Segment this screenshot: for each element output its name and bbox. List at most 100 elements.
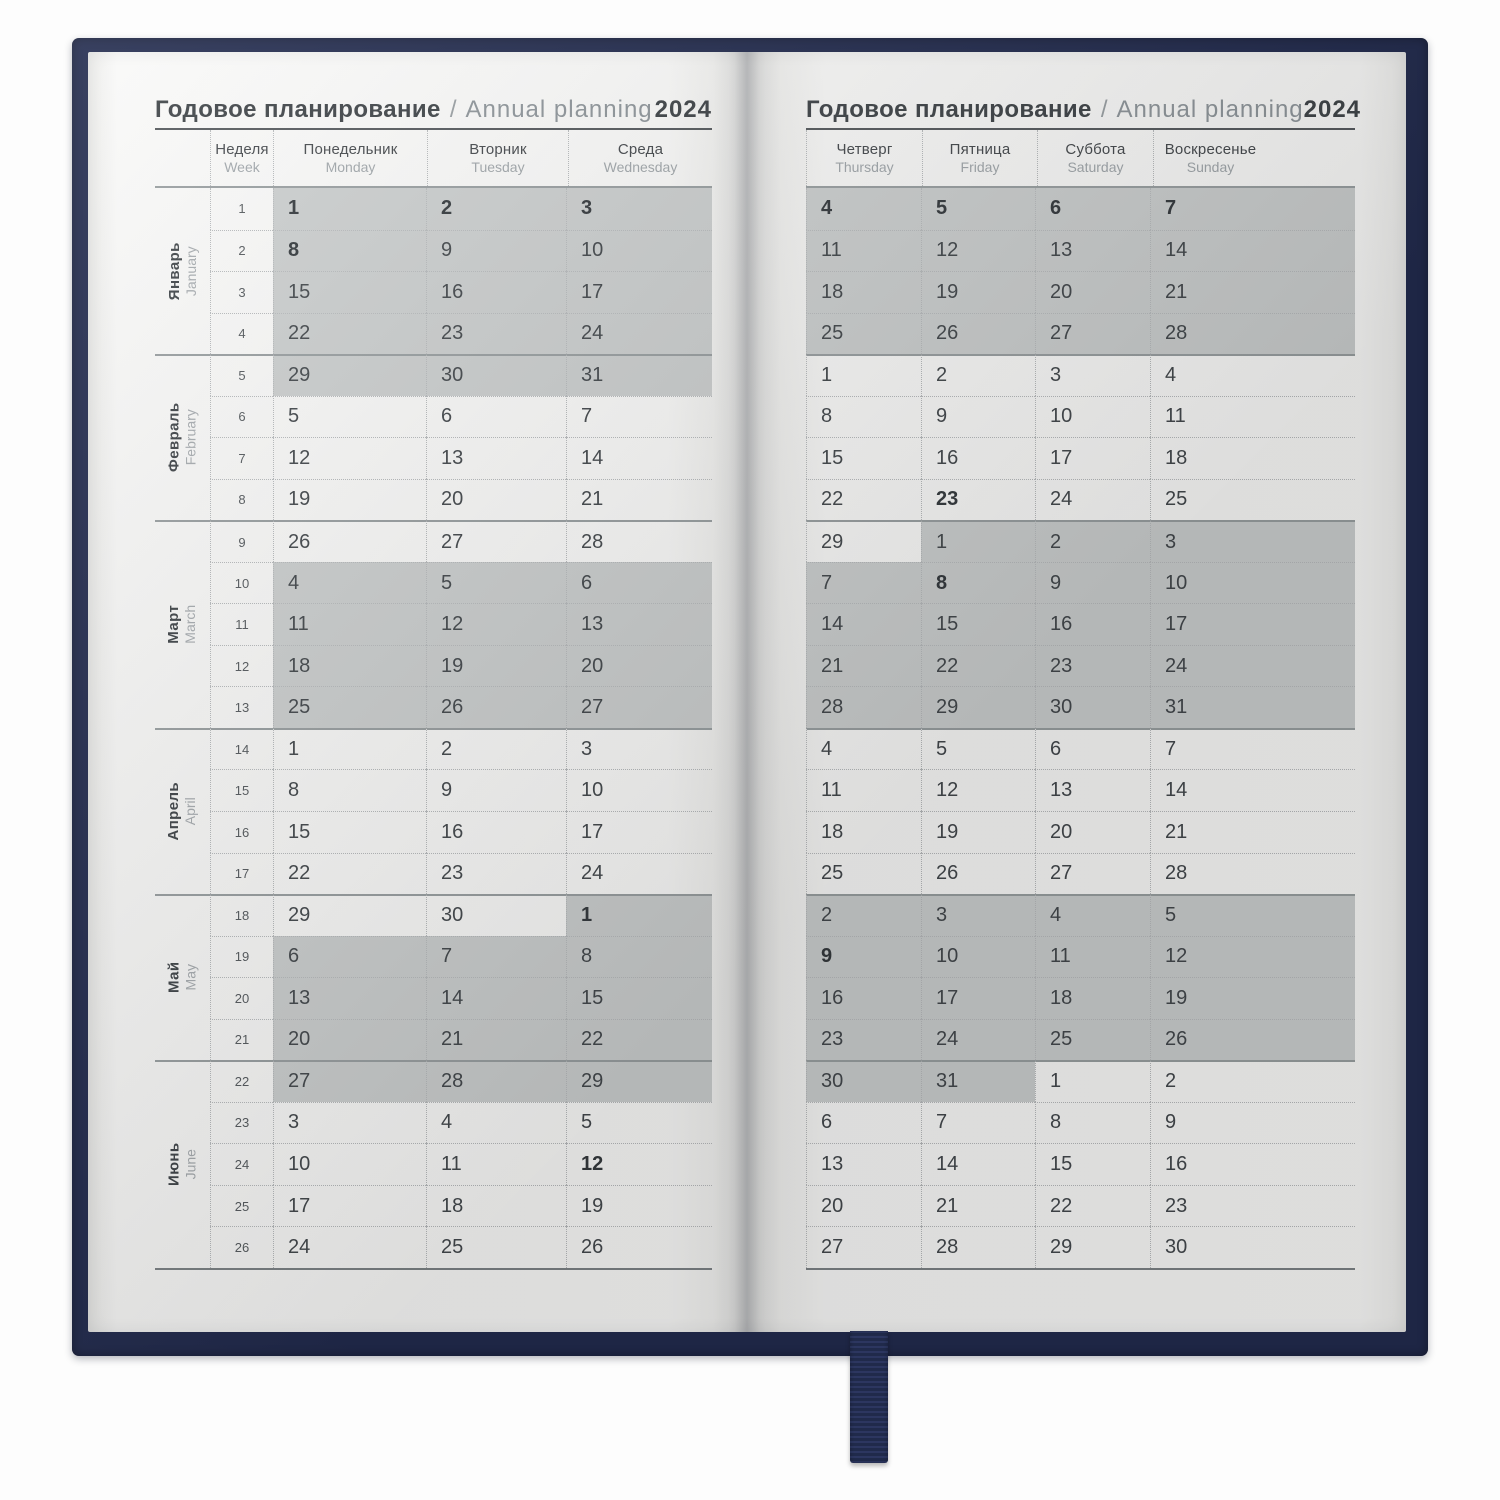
date-cell: 13: [426, 437, 566, 479]
date-cell: 4: [806, 188, 921, 230]
date-cell: 29: [806, 520, 921, 562]
week-number: 11: [210, 603, 273, 645]
year-label: 2024: [1303, 96, 1362, 123]
date-cell: 18: [426, 1184, 566, 1227]
tuesday-column-header: Вторник Tuesday: [427, 130, 568, 186]
date-cell: 27: [1035, 312, 1150, 355]
date-cell: 7: [806, 561, 921, 604]
date-cell: 31: [566, 354, 712, 396]
wednesday-header-ru: Среда: [617, 141, 664, 158]
date-cell: 14: [921, 1143, 1035, 1185]
date-cell: 9: [806, 935, 921, 978]
week-row: 15 8 9 10: [155, 769, 712, 811]
week-row: 11 11 12 13: [155, 603, 712, 645]
week-row: 13 14 15 16: [806, 1143, 1355, 1185]
month-label-ru: Январь: [165, 242, 183, 301]
date-cell: 26: [273, 520, 426, 562]
open-pages: Годовое планирование / Annual planning 2…: [88, 52, 1406, 1332]
date-cell: 16: [1035, 603, 1150, 645]
date-cell: 10: [1150, 561, 1355, 604]
title-rule: [806, 128, 1355, 130]
date-cell: 19: [1150, 977, 1355, 1019]
date-cell: 7: [921, 1101, 1035, 1144]
month-label: Июнь June: [155, 1060, 210, 1268]
right-page: Годовое планирование / Annual planning 2…: [806, 96, 1360, 1270]
week-row: 18 19 20 21: [806, 810, 1355, 853]
week-header-en: Week: [224, 159, 260, 175]
date-cell: 30: [1150, 1226, 1355, 1268]
date-cell: 30: [806, 1060, 921, 1102]
date-cell: 16: [921, 437, 1035, 479]
date-cell: 28: [426, 1060, 566, 1102]
week-row: 2 8 9 10: [155, 229, 712, 272]
bookmark-ribbon: [850, 1331, 888, 1463]
date-cell: 20: [1035, 271, 1150, 313]
date-cell: 18: [806, 271, 921, 313]
date-cell: 2: [426, 727, 566, 770]
week-number: 25: [210, 1184, 273, 1227]
week-row: 9 10 11 12: [806, 935, 1355, 978]
week-number: 26: [210, 1226, 273, 1268]
week-number: 8: [210, 478, 273, 521]
date-cell: 6: [1035, 727, 1150, 770]
date-cell: 29: [273, 354, 426, 396]
date-cell: 25: [806, 852, 921, 895]
month-column-spacer: [155, 727, 210, 770]
date-cell: 10: [1035, 395, 1150, 438]
month-label: Апрель April: [155, 728, 210, 894]
date-cell: 13: [1035, 229, 1150, 272]
week-row: 25 26 27 28: [806, 852, 1355, 895]
week-row: 18 19 20 21: [806, 271, 1355, 313]
date-cell: 4: [806, 727, 921, 770]
date-cell: 26: [1150, 1018, 1355, 1061]
week-number: 1: [210, 188, 273, 230]
right-table-header: Четверг Thursday Пятница Friday Суббота …: [806, 130, 1355, 188]
date-cell: 21: [921, 1184, 1035, 1227]
date-cell: 6: [566, 561, 712, 604]
date-cell: 20: [273, 1018, 426, 1061]
date-cell: 23: [426, 852, 566, 895]
date-cell: 13: [273, 977, 426, 1019]
week-number: 18: [210, 894, 273, 936]
date-cell: 9: [921, 395, 1035, 438]
date-cell: 3: [566, 188, 712, 230]
date-cell: 16: [426, 810, 566, 853]
date-cell: 30: [426, 894, 566, 936]
date-cell: 25: [1150, 478, 1355, 521]
date-cell: 5: [921, 188, 1035, 230]
date-cell: 13: [566, 603, 712, 645]
month-column-spacer: [155, 130, 210, 186]
month-label: Март March: [155, 520, 210, 728]
date-cell: 22: [273, 312, 426, 355]
month-label-en: May: [182, 963, 199, 991]
week-number: 21: [210, 1018, 273, 1061]
date-cell: 26: [921, 852, 1035, 895]
date-cell: 5: [921, 727, 1035, 770]
tuesday-header-en: Tuesday: [471, 159, 525, 175]
thursday-header-en: Thursday: [835, 159, 894, 175]
title-english: Annual planning: [465, 96, 653, 123]
month-column-spacer: [155, 1060, 210, 1102]
date-cell: 25: [1035, 1018, 1150, 1061]
week-row: 18 29 30 1: [155, 894, 712, 936]
title-separator: /: [449, 96, 457, 123]
date-cell: 5: [273, 395, 426, 438]
date-cell: 26: [566, 1226, 712, 1268]
monday-header-ru: Понедельник: [303, 141, 398, 158]
tuesday-header-ru: Вторник: [469, 141, 527, 158]
month-label-en: March: [182, 604, 199, 644]
wednesday-column-header: Среда Wednesday: [568, 130, 712, 186]
date-cell: 10: [566, 769, 712, 811]
week-number: 10: [210, 561, 273, 604]
date-cell: 8: [1035, 1101, 1150, 1144]
planner-cover: Годовое планирование / Annual planning 2…: [72, 38, 1428, 1356]
date-cell: 25: [806, 312, 921, 355]
week-row: 22 23 24 25: [806, 478, 1355, 521]
date-cell: 20: [426, 478, 566, 521]
date-cell: 1: [921, 520, 1035, 562]
date-cell: 14: [426, 977, 566, 1019]
date-cell: 18: [1035, 977, 1150, 1019]
left-page: Годовое планирование / Annual planning 2…: [155, 96, 712, 1270]
left-table-header: Неделя Week Понедельник Monday Вторник T…: [155, 130, 712, 188]
